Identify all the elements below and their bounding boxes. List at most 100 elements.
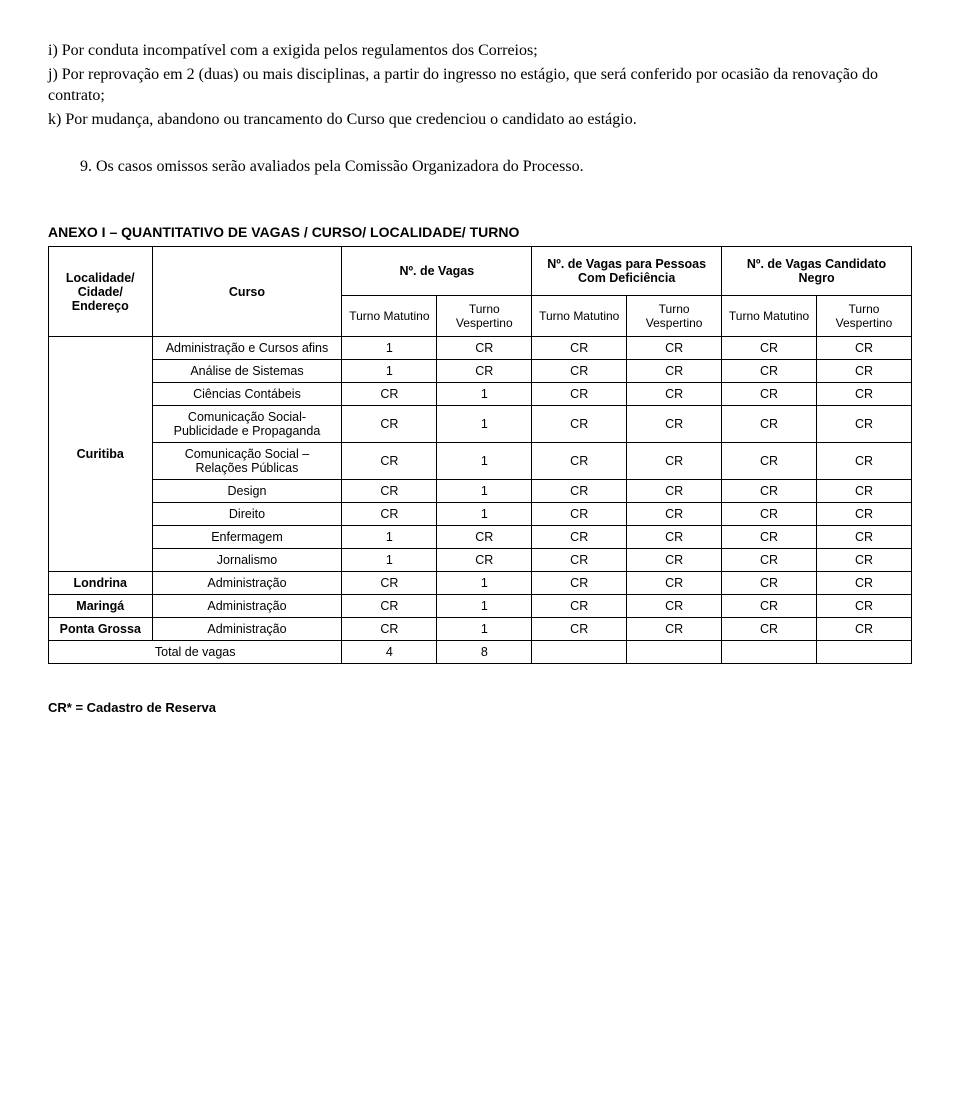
value-cell: CR: [722, 572, 817, 595]
value-cell: CR: [532, 595, 627, 618]
hdr-localidade: Localidade/ Cidade/ Endereço: [49, 247, 153, 337]
value-cell: CR: [437, 549, 532, 572]
value-cell: CR: [817, 337, 912, 360]
value-cell: CR: [627, 383, 722, 406]
curso-cell: Administração: [152, 618, 342, 641]
table-row: Enfermagem1CRCRCRCRCR: [49, 526, 912, 549]
curso-cell: Administração e Cursos afins: [152, 337, 342, 360]
value-cell: 1: [342, 360, 437, 383]
total-label: Total de vagas: [49, 641, 342, 664]
value-cell: CR: [722, 618, 817, 641]
value-cell: CR: [722, 443, 817, 480]
value-cell: CR: [817, 360, 912, 383]
table-row: Comunicação Social- Publicidade e Propag…: [49, 406, 912, 443]
anexo-title: ANEXO I – QUANTITATIVO DE VAGAS / CURSO/…: [48, 224, 912, 240]
value-cell: 1: [342, 337, 437, 360]
value-cell: 1: [342, 549, 437, 572]
curso-cell: Administração: [152, 572, 342, 595]
value-cell: CR: [532, 526, 627, 549]
value-cell: CR: [817, 595, 912, 618]
value-cell: CR: [722, 360, 817, 383]
section-9: 9. Os casos omissos serão avaliados pela…: [80, 158, 912, 176]
table-row: Ciências ContábeisCR1CRCRCRCR: [49, 383, 912, 406]
value-cell: CR: [627, 549, 722, 572]
table-row: LondrinaAdministraçãoCR1CRCRCRCR: [49, 572, 912, 595]
localidade-cell: Ponta Grossa: [49, 618, 153, 641]
curso-cell: Ciências Contábeis: [152, 383, 342, 406]
table-row: Análise de Sistemas1CRCRCRCRCR: [49, 360, 912, 383]
curso-cell: Jornalismo: [152, 549, 342, 572]
table-row: DesignCR1CRCRCRCR: [49, 480, 912, 503]
value-cell: 1: [437, 480, 532, 503]
value-cell: CR: [532, 443, 627, 480]
value-cell: CR: [627, 337, 722, 360]
footer-note: CR* = Cadastro de Reserva: [48, 700, 912, 715]
clause-i: i) Por conduta incompatível com a exigid…: [48, 40, 912, 62]
value-cell: CR: [532, 572, 627, 595]
value-cell: 1: [437, 383, 532, 406]
value-cell: 1: [437, 572, 532, 595]
localidade-cell: Curitiba: [49, 337, 153, 572]
value-cell: CR: [817, 503, 912, 526]
table-row: Jornalismo1CRCRCRCRCR: [49, 549, 912, 572]
clause-j: j) Por reprovação em 2 (duas) ou mais di…: [48, 64, 912, 107]
value-cell: CR: [437, 526, 532, 549]
hdr-vagas-def: Nº. de Vagas para Pessoas Com Deficiênci…: [532, 247, 722, 296]
value-cell: CR: [722, 406, 817, 443]
value-cell: 1: [342, 526, 437, 549]
table-row: CuritibaAdministração e Cursos afins1CRC…: [49, 337, 912, 360]
value-cell: CR: [437, 337, 532, 360]
value-cell: CR: [817, 406, 912, 443]
empty-cell: [722, 641, 817, 664]
localidade-cell: Londrina: [49, 572, 153, 595]
value-cell: CR: [627, 618, 722, 641]
value-cell: CR: [627, 406, 722, 443]
value-cell: CR: [532, 480, 627, 503]
table-row: Ponta GrossaAdministraçãoCR1CRCRCRCR: [49, 618, 912, 641]
hdr-vagas: Nº. de Vagas: [342, 247, 532, 296]
hdr-vespertino: Turno Vespertino: [627, 296, 722, 337]
clause-list: i) Por conduta incompatível com a exigid…: [48, 40, 912, 130]
hdr-vespertino: Turno Vespertino: [817, 296, 912, 337]
curso-cell: Administração: [152, 595, 342, 618]
value-cell: CR: [627, 503, 722, 526]
curso-cell: Análise de Sistemas: [152, 360, 342, 383]
value-cell: CR: [342, 618, 437, 641]
value-cell: CR: [342, 383, 437, 406]
table-body: CuritibaAdministração e Cursos afins1CRC…: [49, 337, 912, 664]
value-cell: CR: [342, 406, 437, 443]
value-cell: CR: [722, 549, 817, 572]
value-cell: CR: [342, 480, 437, 503]
value-cell: CR: [722, 480, 817, 503]
curso-cell: Design: [152, 480, 342, 503]
value-cell: CR: [342, 572, 437, 595]
value-cell: CR: [627, 526, 722, 549]
value-cell: CR: [627, 360, 722, 383]
empty-cell: [817, 641, 912, 664]
total-row: Total de vagas48: [49, 641, 912, 664]
value-cell: CR: [532, 406, 627, 443]
value-cell: CR: [342, 443, 437, 480]
hdr-curso: Curso: [152, 247, 342, 337]
value-cell: CR: [532, 549, 627, 572]
hdr-vagas-negro: Nº. de Vagas Candidato Negro: [722, 247, 912, 296]
value-cell: CR: [532, 618, 627, 641]
value-cell: CR: [532, 337, 627, 360]
value-cell: CR: [532, 383, 627, 406]
value-cell: 1: [437, 406, 532, 443]
curso-cell: Comunicação Social – Relações Públicas: [152, 443, 342, 480]
curso-cell: Direito: [152, 503, 342, 526]
value-cell: CR: [817, 480, 912, 503]
curso-cell: Comunicação Social- Publicidade e Propag…: [152, 406, 342, 443]
value-cell: CR: [722, 503, 817, 526]
empty-cell: [627, 641, 722, 664]
total-vespertino: 8: [437, 641, 532, 664]
value-cell: CR: [722, 383, 817, 406]
value-cell: CR: [532, 360, 627, 383]
value-cell: CR: [342, 595, 437, 618]
value-cell: CR: [342, 503, 437, 526]
value-cell: CR: [532, 503, 627, 526]
value-cell: 1: [437, 618, 532, 641]
value-cell: 1: [437, 503, 532, 526]
hdr-vespertino: Turno Vespertino: [437, 296, 532, 337]
